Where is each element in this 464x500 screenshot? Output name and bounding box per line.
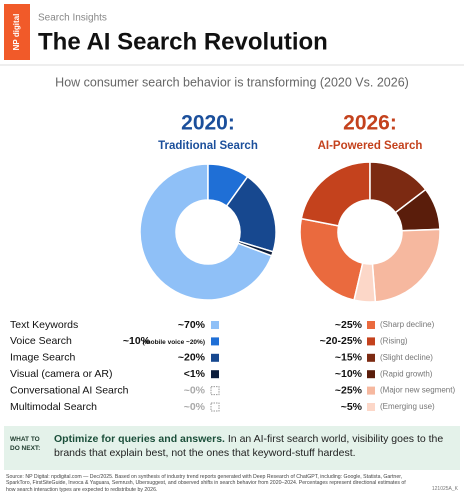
value-label: ~20%: [178, 352, 206, 364]
value-label: ~5%: [341, 401, 363, 413]
donut-slice: [237, 240, 274, 257]
subtitle: How consumer search behavior is transfor…: [55, 75, 409, 89]
donut-slice: [353, 262, 377, 303]
value-note: (Slight decline): [380, 353, 433, 362]
callout: WHAT TO DO NEXT: Optimize for queries an…: [4, 426, 460, 470]
code: 121025A_K: [431, 486, 458, 492]
value-label: ~0%: [184, 401, 206, 413]
value-label: ~70%: [178, 319, 206, 331]
source: Source: NP Digital: npdigital.com — Dec/…: [6, 474, 406, 493]
chart-subtitle: AI-Powered Search: [318, 140, 423, 152]
kicker: Search Insights: [38, 13, 107, 24]
legend-swatch: [211, 321, 219, 329]
row-label: Multimodal Search: [10, 401, 97, 413]
donut-slice: [371, 228, 441, 303]
chart-title: 2020:: [181, 112, 235, 135]
callout-lead: Optimize for queries and answers.: [54, 433, 225, 445]
legend-swatch: [367, 321, 375, 329]
chart-subtitle: Traditional Search: [158, 140, 258, 152]
legend-swatch: [367, 337, 375, 346]
row-label: Conversational AI Search: [10, 384, 129, 396]
value-label: ~10%: [335, 368, 363, 380]
chart-title: 2026:: [343, 112, 397, 135]
legend-swatch: [211, 353, 219, 362]
legend-swatch: [367, 386, 375, 395]
donut-slice: [300, 161, 371, 227]
value-label: ~10%: [123, 335, 151, 347]
title: The AI Search Revolution: [38, 28, 328, 55]
row-label: Voice Search: [10, 335, 72, 347]
value-note: (Emerging use): [380, 402, 435, 411]
value-label: ~20-25%: [320, 335, 363, 347]
row-label: Image Search: [10, 352, 76, 364]
value-note: (Rapid growth): [380, 369, 433, 378]
legend-swatch: [210, 386, 220, 396]
logo: [4, 4, 30, 60]
value-note: (Rising): [380, 337, 408, 346]
legend-swatch: [367, 403, 375, 411]
value-label: ~25%: [335, 384, 363, 396]
donut-slice: [139, 163, 273, 301]
donut-slice: [299, 217, 364, 302]
callout-badge: WHAT TO DO NEXT:: [10, 436, 41, 452]
legend-swatch: [367, 353, 375, 362]
infographic: NP digital Search Insights The AI Search…: [0, 4, 464, 413]
legend-swatch: [210, 402, 220, 412]
value-note: (Major new segment): [380, 386, 455, 395]
value-note: (mobile voice ~20%): [143, 339, 205, 346]
legend-swatch: [211, 370, 219, 379]
legend-swatch: [367, 370, 375, 379]
value-label: ~0%: [184, 384, 206, 396]
row-label: Text Keywords: [10, 319, 78, 331]
row-label: Visual (camera or AR): [10, 368, 113, 380]
callout-body: In an AI-first search world, visibility …: [54, 433, 444, 459]
callout-text: Optimize for queries and answers. In an …: [54, 432, 454, 460]
value-label: <1%: [184, 368, 206, 380]
brand: NP digital: [12, 14, 21, 51]
value-label: ~25%: [335, 319, 363, 331]
legend-swatch: [211, 337, 219, 346]
value-label: ~15%: [335, 352, 363, 364]
value-note: (Sharp decline): [380, 320, 435, 329]
